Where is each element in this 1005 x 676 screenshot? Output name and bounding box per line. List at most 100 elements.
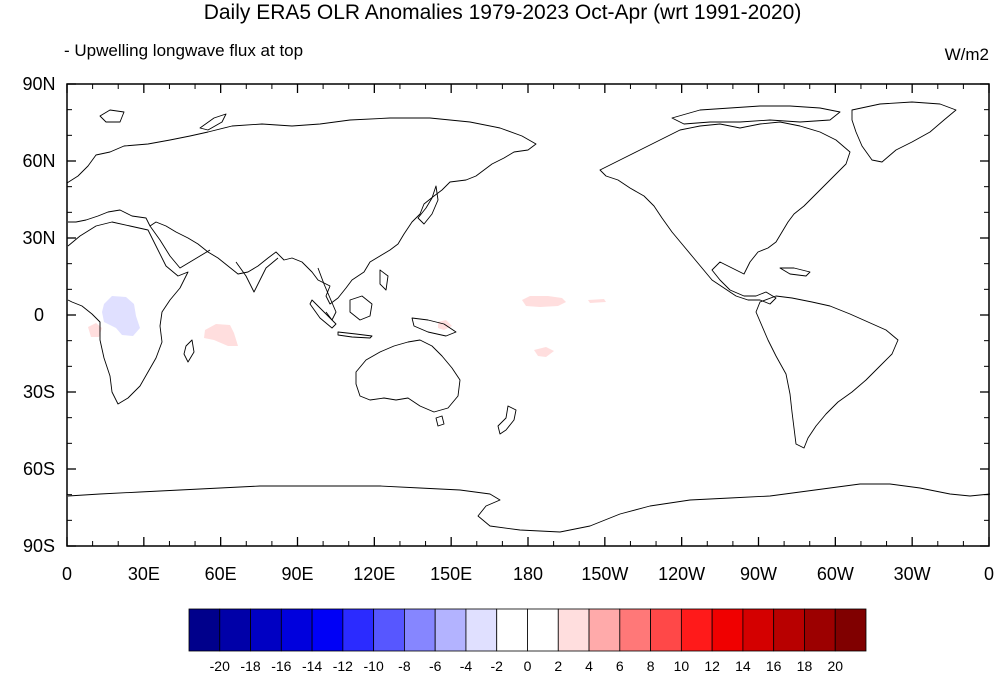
colorbar-label: 18 [797, 658, 813, 674]
coast-antarctica [67, 483, 991, 533]
coast-india [235, 257, 279, 293]
colorbar-label: 20 [827, 658, 843, 674]
coast-caribbean [779, 267, 811, 277]
colorbar-swatch [496, 608, 528, 652]
colorbar-label: -8 [398, 658, 411, 674]
colorbar-swatch [404, 608, 436, 652]
colorbar-label: -4 [460, 658, 473, 674]
colorbar-label: 6 [616, 658, 624, 674]
colorbar-label: -10 [364, 658, 384, 674]
lon-tick-label: 150E [430, 564, 472, 584]
colorbar-swatch [773, 608, 805, 652]
colorbar-swatch [311, 608, 344, 652]
coast-new-zealand [497, 405, 517, 435]
chart-title: Daily ERA5 OLR Anomalies 1979-2023 Oct-A… [203, 1, 802, 24]
colorbar-swatch [650, 608, 682, 652]
colorbar-label: 0 [524, 658, 532, 674]
colorbar-swatch [342, 608, 375, 652]
colorbar-label: 12 [704, 658, 720, 674]
coast-new-guinea [411, 317, 457, 337]
colorbar-label: -12 [333, 658, 353, 674]
lon-tick-label: 150W [581, 564, 628, 584]
colorbar-label: -16 [271, 658, 291, 674]
lon-tick-label: 30W [894, 564, 931, 584]
lon-tick-label: 30E [128, 564, 160, 584]
colorbar-label: 14 [735, 658, 751, 674]
coast-madagascar [183, 339, 195, 363]
coast-south-america [755, 295, 899, 449]
colorbar-label: -20 [210, 658, 230, 674]
colorbar-swatch [742, 608, 775, 652]
colorbar-label: 2 [554, 658, 562, 674]
lat-tick-label: 0 [34, 305, 44, 325]
lon-tick-label: 60W [817, 564, 854, 584]
anomaly-congo [102, 296, 140, 336]
colorbar-swatch [711, 608, 744, 652]
colorbar: -20 -18 -16 -14 -12 -10 -8 -6 -4 -2 0 2 4 6 8 10 12 14 16 1… [188, 608, 867, 674]
coast-greenland [851, 101, 957, 163]
lat-tick-label: 60S [23, 459, 55, 479]
colorbar-label: 8 [647, 658, 655, 674]
coast-philippines [379, 269, 389, 291]
colorbar-swatch [280, 608, 313, 652]
colorbar-swatch [588, 608, 621, 652]
colorbar-label: -6 [429, 658, 442, 674]
lon-tick-label: 0 [62, 564, 72, 584]
coast-borneo [349, 295, 373, 321]
colorbar-label: -18 [240, 658, 260, 674]
colorbar-label: 4 [585, 658, 593, 674]
coast-arabia [149, 225, 211, 269]
lat-tick-label: 30N [22, 228, 55, 248]
anomaly-central-pacific [522, 296, 566, 307]
map-axes: 0 30E 60E 90E 120E 150E 180 150W 120W 90W 60W 30W 09… [22, 74, 994, 584]
colorbar-label: 16 [766, 658, 782, 674]
colorbar-swatch [680, 608, 713, 652]
map-frame [66, 83, 990, 547]
colorbar-swatch [434, 608, 467, 652]
colorbar-swatch [219, 608, 251, 652]
colorbar-swatch [804, 608, 836, 652]
chart-subtitle: - Upwelling longwave flux at top [64, 41, 304, 60]
lon-tick-label: 180 [513, 564, 543, 584]
lon-tick-label: 60E [205, 564, 237, 584]
colorbar-swatch [527, 608, 559, 652]
units-label: W/m2 [944, 45, 989, 64]
lat-tick-label: 90S [23, 536, 55, 556]
colorbar-swatch [465, 608, 498, 652]
lon-tick-label: 0 [984, 564, 994, 584]
anomaly-south-pacific [534, 347, 554, 357]
coast-africa [67, 221, 189, 405]
anomaly-gulf-guinea [88, 323, 102, 337]
colorbar-label: 10 [674, 658, 690, 674]
anomaly-central-pacific-east [588, 299, 606, 303]
colorbar-label: -14 [302, 658, 322, 674]
coast-novaya-zemlya [199, 113, 227, 131]
anomaly-indian-ocean [204, 324, 238, 346]
coastlines [66, 101, 991, 533]
lon-tick-label: 120E [353, 564, 395, 584]
colorbar-swatch [373, 608, 405, 652]
coast-japan [417, 185, 439, 225]
coast-svalbard [99, 109, 125, 123]
coast-canadian-archipelago [671, 105, 841, 125]
colorbar-swatch [619, 608, 651, 652]
coast-sumatra [309, 299, 337, 329]
anomaly-shading [88, 296, 606, 357]
coast-north-america [599, 121, 851, 305]
coast-tasmania [435, 415, 445, 427]
coast-australia [355, 339, 461, 413]
lon-tick-label: 90W [740, 564, 777, 584]
colorbar-swatch [250, 608, 282, 652]
colorbar-swatch [557, 608, 590, 652]
coast-java [337, 331, 373, 339]
lat-tick-label: 90N [22, 74, 55, 94]
colorbar-swatch [188, 608, 221, 652]
lon-tick-label: 120W [658, 564, 705, 584]
coast-eurasia [66, 117, 537, 305]
colorbar-label: -2 [491, 658, 504, 674]
lat-tick-label: 30S [23, 382, 55, 402]
lat-tick-label: 60N [22, 151, 55, 171]
colorbar-swatch [834, 608, 867, 652]
lon-tick-label: 90E [281, 564, 313, 584]
